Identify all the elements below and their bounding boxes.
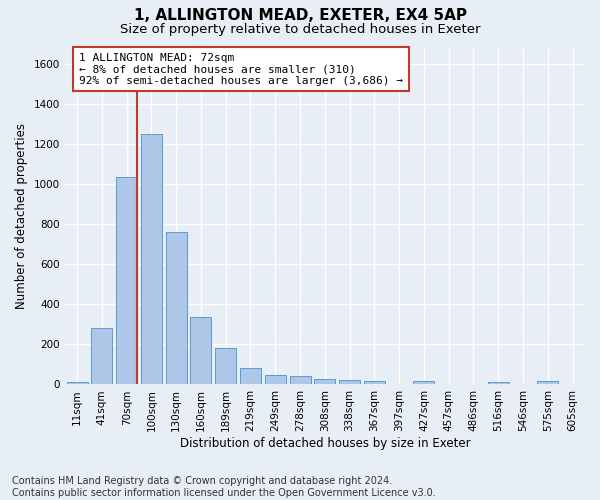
- Y-axis label: Number of detached properties: Number of detached properties: [15, 123, 28, 309]
- Bar: [141, 134, 162, 384]
- Text: 1, ALLINGTON MEAD, EXETER, EX4 5AP: 1, ALLINGTON MEAD, EXETER, EX4 5AP: [133, 8, 467, 22]
- Bar: [240, 368, 261, 384]
- Text: Contains HM Land Registry data © Crown copyright and database right 2024.
Contai: Contains HM Land Registry data © Crown c…: [12, 476, 436, 498]
- Bar: [290, 376, 311, 384]
- Text: Size of property relative to detached houses in Exeter: Size of property relative to detached ho…: [120, 22, 480, 36]
- X-axis label: Distribution of detached houses by size in Exeter: Distribution of detached houses by size …: [179, 437, 470, 450]
- Text: 1 ALLINGTON MEAD: 72sqm
← 8% of detached houses are smaller (310)
92% of semi-de: 1 ALLINGTON MEAD: 72sqm ← 8% of detached…: [79, 52, 403, 86]
- Bar: [488, 382, 509, 384]
- Bar: [413, 382, 434, 384]
- Bar: [265, 376, 286, 384]
- Bar: [166, 232, 187, 384]
- Bar: [364, 382, 385, 384]
- Bar: [339, 380, 360, 384]
- Bar: [190, 318, 211, 384]
- Bar: [314, 380, 335, 384]
- Bar: [91, 328, 112, 384]
- Bar: [116, 177, 137, 384]
- Bar: [67, 382, 88, 384]
- Bar: [215, 348, 236, 384]
- Bar: [538, 382, 559, 384]
